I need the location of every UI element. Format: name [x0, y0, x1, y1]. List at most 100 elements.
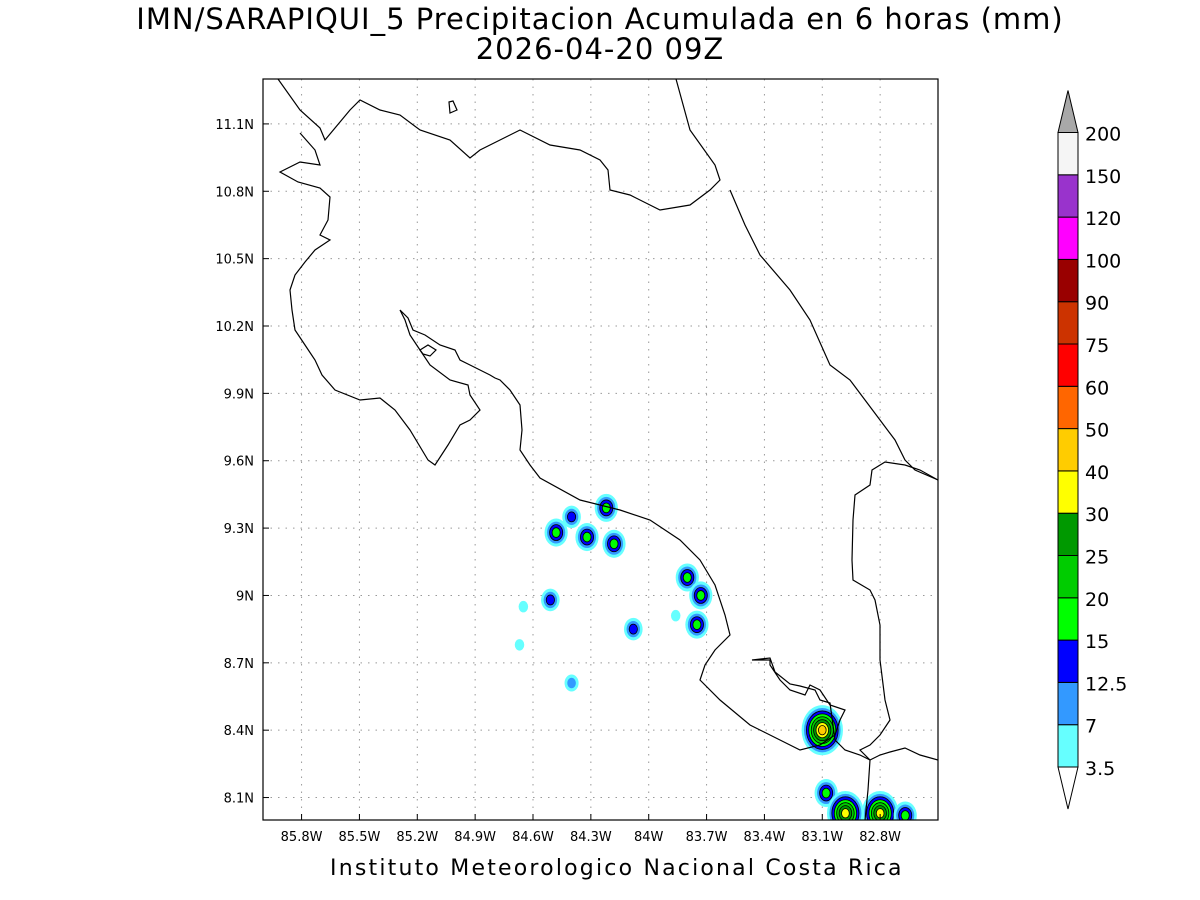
costa-rica-pacific-coast	[278, 132, 871, 820]
legend-level-label: 40	[1085, 462, 1109, 484]
legend-level-label: 100	[1085, 250, 1121, 272]
costa-rica-caribbean-coast	[729, 189, 938, 481]
precip-cell	[670, 609, 681, 622]
precip-contour	[696, 590, 706, 601]
legend-level-label: 3.5	[1085, 758, 1115, 780]
precip-contour	[821, 787, 831, 799]
longitude-labels: 85.8W 85.5W 85.2W 84.9W 84.6W 84.3W 84W 83.7W 83…	[281, 814, 901, 845]
precip-contour	[628, 623, 638, 635]
lon-tick-label: 83.7W	[686, 830, 728, 845]
precip-contour	[567, 677, 576, 689]
legend-swatch	[1057, 174, 1079, 218]
nicaragua-coast	[277, 79, 721, 211]
precip-contour	[692, 619, 702, 630]
precip-cell	[685, 610, 709, 639]
map-title: IMN/SARAPIQUI_5 Precipitacion Acumulada …	[0, 4, 1200, 64]
lon-tick-label: 83.1W	[801, 830, 843, 845]
legend-swatch	[1057, 301, 1079, 345]
precip-cell	[602, 529, 626, 558]
precip-cell	[623, 617, 643, 641]
precip-cell	[562, 505, 581, 529]
latitude-labels: 8.1N 8.4N 8.7N 9N 9.3N 9.6N 9.9N 10.2N 10.5N 10.8…	[215, 118, 269, 807]
lon-tick-label: 85.2W	[396, 830, 438, 845]
coastline-layer	[277, 79, 938, 820]
lon-tick-label: 83.4W	[744, 830, 786, 845]
lon-tick-label: 82.8W	[859, 830, 901, 845]
legend-level-label: 50	[1085, 420, 1109, 442]
panama-border	[851, 461, 938, 761]
precip-contour	[545, 594, 555, 606]
legend-swatch	[1057, 470, 1079, 514]
lat-tick-label: 9N	[236, 589, 254, 604]
precip-cell	[689, 581, 713, 610]
lon-tick-label: 84W	[634, 830, 664, 845]
legend-over-arrow	[1057, 90, 1079, 133]
legend-level-label: 90	[1085, 293, 1109, 315]
precip-contour	[518, 600, 529, 613]
lat-tick-label: 10.5N	[215, 253, 254, 268]
title-line-1: IMN/SARAPIQUI_5 Precipitacion Acumulada …	[136, 2, 1064, 36]
legend-level-label: 7	[1085, 716, 1097, 738]
legend-level-label: 60	[1085, 377, 1109, 399]
precip-contour	[551, 527, 561, 538]
gulf-island	[419, 344, 437, 357]
precip-cell	[827, 790, 864, 820]
precip-contour	[841, 808, 850, 819]
precip-contour	[670, 609, 681, 622]
lake-nicaragua-island	[448, 100, 458, 114]
precip-cell	[541, 588, 560, 612]
legend-swatch	[1057, 555, 1079, 599]
legend-level-label: 25	[1085, 547, 1109, 569]
legend-swatch	[1057, 216, 1079, 260]
legend-level-label: 120	[1085, 208, 1121, 230]
lat-tick-label: 8.7N	[224, 657, 254, 672]
precip-contour	[567, 511, 577, 523]
lon-tick-label: 85.8W	[281, 830, 323, 845]
lat-tick-label: 9.9N	[224, 387, 254, 402]
precip-contour	[514, 639, 525, 651]
precip-cell	[594, 493, 618, 522]
precip-contour	[900, 810, 910, 820]
color-legend: 3.5 7 12.5 15 20 25 30 40 50 60 75 90 100 120 150 200	[1057, 90, 1127, 810]
legend-level-label: 150	[1085, 166, 1121, 188]
legend-level-label: 12.5	[1085, 673, 1127, 695]
legend-swatch	[1057, 385, 1079, 430]
precip-cell	[675, 563, 699, 592]
precip-cell	[893, 801, 917, 820]
legend-swatch	[1057, 132, 1079, 176]
footer-credit: Instituto Meteorologico Nacional Costa R…	[330, 856, 904, 881]
legend-swatch	[1057, 343, 1079, 387]
precip-cell	[575, 523, 599, 552]
legend-swatch	[1057, 681, 1079, 726]
lat-tick-label: 9.6N	[224, 455, 254, 470]
lat-tick-label: 8.4N	[224, 724, 254, 739]
lon-tick-label: 84.9W	[454, 830, 496, 845]
plot-frame	[262, 78, 939, 821]
lat-tick-label: 8.1N	[224, 792, 254, 807]
lat-tick-label: 9.3N	[224, 522, 254, 537]
lat-tick-label: 10.2N	[215, 320, 254, 335]
legend-swatch	[1057, 428, 1079, 472]
precip-cell	[861, 790, 899, 820]
legend-level-label: 15	[1085, 631, 1109, 653]
map-grid	[263, 79, 938, 820]
precip-cell	[801, 705, 843, 756]
lat-tick-label: 11.1N	[215, 118, 254, 133]
lon-tick-label: 85.5W	[339, 830, 381, 845]
lon-tick-label: 84.6W	[512, 830, 554, 845]
legend-level-label: 75	[1085, 335, 1109, 357]
lat-tick-label: 10.8N	[215, 185, 254, 200]
legend-swatch	[1057, 639, 1079, 683]
precip-cell	[544, 518, 568, 547]
legend-swatch	[1057, 512, 1079, 557]
legend-level-label: 200	[1085, 124, 1121, 146]
lon-tick-label: 84.3W	[570, 830, 612, 845]
legend-level-label: 30	[1085, 504, 1109, 526]
legend-swatch	[1057, 597, 1079, 641]
precip-contour	[818, 725, 827, 736]
legend-under-arrow	[1057, 766, 1079, 810]
legend-swatch	[1057, 258, 1079, 303]
title-line-2: 2026-04-20 09Z	[475, 32, 725, 66]
precip-cell	[564, 674, 579, 692]
legend-swatch	[1057, 724, 1079, 768]
